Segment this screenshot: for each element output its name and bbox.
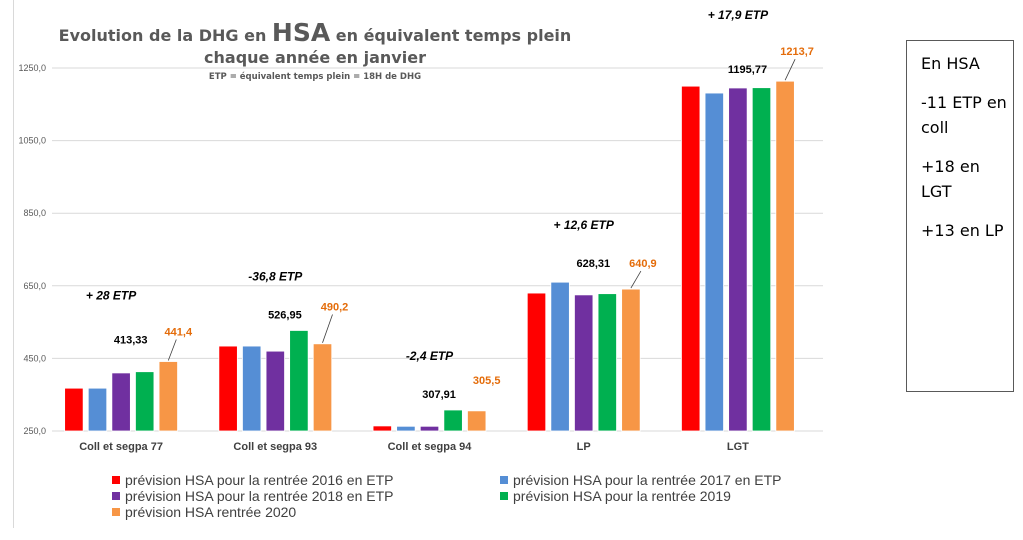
legend-label: prévision HSA pour la rentrée 2017 en ET… xyxy=(513,472,782,488)
legend-swatch xyxy=(112,476,120,484)
delta-annotation: -36,8 ETP xyxy=(248,269,303,283)
x-tick-label: LP xyxy=(577,441,591,453)
data-label-2020: 305,5 xyxy=(473,375,501,387)
chart-title-line2: chaque année en janvier xyxy=(204,48,426,67)
legend-label: prévision HSA pour la rentrée 2018 en ET… xyxy=(125,488,394,504)
bar xyxy=(728,87,748,432)
legend-swatch xyxy=(500,492,508,500)
bar xyxy=(372,425,392,432)
y-tick-label: 650,0 xyxy=(23,281,46,291)
bar xyxy=(158,361,178,432)
y-tick-label: 1050,0 xyxy=(18,136,46,146)
x-tick-label: Coll et segpa 77 xyxy=(79,441,163,453)
legend-label: prévision HSA pour la rentrée 2016 en ET… xyxy=(125,472,394,488)
leader-line xyxy=(784,59,796,81)
legend-item: prévision HSA pour la rentrée 2019 xyxy=(500,488,731,504)
bar xyxy=(419,425,440,432)
y-tick-label: 1250,0 xyxy=(18,63,46,73)
bar xyxy=(751,87,772,432)
bar xyxy=(111,372,131,432)
side-note-line: -11 ETP en coll xyxy=(921,93,1007,137)
chart-title-suffix: en équivalent temps plein xyxy=(330,26,572,45)
x-tick-label: Coll et segpa 94 xyxy=(388,441,473,453)
delta-annotation: + 12,6 ETP xyxy=(554,218,615,232)
chart-title-emphasis: HSA xyxy=(271,18,331,47)
bar xyxy=(467,410,487,432)
bar xyxy=(242,345,262,432)
legend-item: prévision HSA pour la rentrée 2017 en ET… xyxy=(500,472,782,488)
data-label-2019: 413,33 xyxy=(114,335,148,347)
legend-item: prévision HSA rentrée 2020 xyxy=(112,504,296,520)
data-label-2020: 441,4 xyxy=(165,327,193,339)
data-label-2019: 1195,77 xyxy=(728,64,767,76)
bar xyxy=(312,343,333,432)
legend-label: prévision HSA pour la rentrée 2019 xyxy=(513,488,731,504)
data-label-2019: 628,31 xyxy=(576,258,610,270)
chart-title-prefix: Evolution de la DHG en xyxy=(58,26,272,45)
bar xyxy=(443,409,463,432)
leader-line xyxy=(322,314,333,343)
bar xyxy=(64,387,84,432)
leader-line xyxy=(630,270,642,289)
bar xyxy=(135,371,155,432)
bar xyxy=(526,292,547,432)
legend-item: prévision HSA pour la rentrée 2016 en ET… xyxy=(112,472,394,488)
bar xyxy=(550,281,570,432)
legend-label: prévision HSA rentrée 2020 xyxy=(125,504,297,520)
y-tick-label: 450,0 xyxy=(23,353,46,363)
data-label-2020: 490,2 xyxy=(321,301,349,313)
side-note-line: +13 en LP xyxy=(921,221,1004,240)
data-label-2020: 1213,7 xyxy=(780,46,814,58)
bar xyxy=(265,350,285,432)
x-tick-label: Coll et segpa 93 xyxy=(233,441,317,453)
bar xyxy=(681,85,701,432)
bar xyxy=(775,80,795,432)
delta-annotation: + 28 ETP xyxy=(86,289,137,303)
bar xyxy=(574,294,594,432)
bar xyxy=(597,293,617,432)
data-label-2019: 526,95 xyxy=(268,309,302,321)
side-note-line: +18 en LGT xyxy=(921,157,980,201)
chart-subtitle: ETP = équivalent temps plein = 18H de DH… xyxy=(208,72,422,82)
bar xyxy=(396,425,416,432)
bar xyxy=(621,288,641,432)
legend-swatch xyxy=(112,508,120,516)
y-tick-label: 850,0 xyxy=(23,208,46,218)
leader-line xyxy=(167,339,177,361)
bar xyxy=(704,92,724,432)
bar xyxy=(289,330,309,432)
chart-title: Evolution de la DHG en HSA en équivalent… xyxy=(0,18,630,47)
legend-item: prévision HSA pour la rentrée 2018 en ET… xyxy=(112,488,394,504)
delta-annotation: -2,4 ETP xyxy=(406,349,454,363)
bar xyxy=(87,387,108,432)
data-label-2020: 640,9 xyxy=(629,258,657,270)
y-tick-label: 250,0 xyxy=(23,426,46,436)
side-note-line: En HSA xyxy=(921,54,980,73)
legend-swatch xyxy=(112,492,120,500)
x-tick-label: LGT xyxy=(727,441,749,453)
data-label-2019: 307,91 xyxy=(422,389,456,401)
delta-annotation: + 17,9 ETP xyxy=(708,8,769,22)
bar xyxy=(218,345,238,432)
legend-swatch xyxy=(500,476,508,484)
chart-border xyxy=(13,0,14,528)
side-note-box: En HSA -11 ETP en coll +18 en LGT +13 en… xyxy=(906,40,1014,392)
